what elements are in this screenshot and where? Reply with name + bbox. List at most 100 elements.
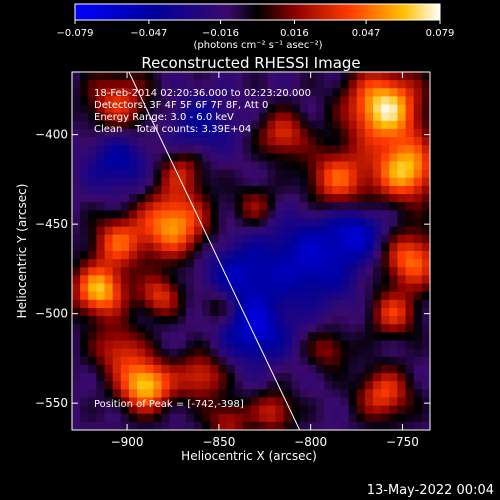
heatmap-cell <box>340 112 350 122</box>
heatmap-cell <box>421 413 430 423</box>
heatmap-cell <box>137 137 146 146</box>
heatmap-cell <box>356 120 366 130</box>
heatmap-cell <box>218 389 228 399</box>
heatmap-cell <box>145 161 154 171</box>
heatmap-cell <box>161 153 171 163</box>
heatmap-cell <box>267 259 277 268</box>
heatmap-cell <box>128 226 138 236</box>
heatmap-cell <box>128 242 138 252</box>
heatmap-cell <box>267 291 277 301</box>
heatmap-cell <box>153 364 163 374</box>
heatmap-cell <box>259 153 268 163</box>
y-axis-ticks: −400−450−500−550 <box>35 128 430 410</box>
heatmap-cell <box>397 405 407 415</box>
heatmap-cell <box>405 348 415 358</box>
heatmap-cell <box>80 226 89 236</box>
heatmap-cell <box>185 421 195 430</box>
heatmap-cell <box>307 161 317 171</box>
heatmap-cell <box>104 259 114 268</box>
heatmap-cell <box>356 421 366 430</box>
heatmap-cell <box>340 373 350 382</box>
heatmap-cell <box>421 210 430 220</box>
heatmap-cell <box>364 169 374 179</box>
heatmap-cell <box>324 348 333 358</box>
heatmap-cell <box>210 218 220 228</box>
heatmap-cell <box>356 405 366 415</box>
heatmap-cell <box>153 202 163 211</box>
heatmap-cell <box>251 299 260 309</box>
heatmap-cell <box>137 316 146 325</box>
heatmap-cell <box>88 96 98 106</box>
heatmap-cell <box>169 364 179 374</box>
heatmap-cell <box>169 234 179 244</box>
heatmap-cell <box>234 267 244 277</box>
heatmap-cell <box>145 332 154 342</box>
heatmap-cell <box>177 340 187 350</box>
colorbar-ticks: −0.079 −0.047 −0.016 0.016 0.047 0.079 <box>56 20 454 39</box>
heatmap-cell <box>316 218 325 228</box>
heatmap-cell <box>381 316 390 325</box>
heatmap-cell <box>405 389 415 399</box>
heatmap-cell <box>307 259 317 268</box>
heatmap-cell <box>169 275 179 285</box>
heatmap-cell <box>332 112 342 122</box>
heatmap-cell <box>177 96 187 106</box>
heatmap-cell <box>169 421 179 430</box>
heatmap-cell <box>413 332 423 342</box>
heatmap-cell <box>413 202 423 211</box>
heatmap-cell <box>161 88 171 98</box>
heatmap-cell <box>210 356 220 366</box>
heatmap-cell <box>96 356 106 366</box>
heatmap-cell <box>356 259 366 268</box>
heatmap-cell <box>80 356 89 366</box>
heatmap-cell <box>210 177 220 187</box>
heatmap-cell <box>251 104 260 114</box>
heatmap-cell <box>299 185 309 195</box>
heatmap-cell <box>356 226 366 236</box>
heatmap-cell <box>259 275 268 285</box>
heatmap-cell <box>283 364 293 374</box>
heatmap-cell <box>413 153 423 163</box>
heatmap-cell <box>137 405 146 415</box>
heatmap-cell <box>242 112 252 122</box>
heatmap-cell <box>291 364 301 374</box>
heatmap-cell <box>137 291 146 301</box>
heatmap-cell <box>373 96 382 106</box>
heatmap-cell <box>112 413 122 423</box>
heatmap-cell <box>226 373 236 382</box>
heatmap-cell <box>202 373 211 382</box>
heatmap-cell <box>96 120 106 130</box>
heatmap-cell <box>332 316 342 325</box>
heatmap-cell <box>96 88 106 98</box>
heatmap-cell <box>251 153 260 163</box>
heatmap-cell <box>421 405 430 415</box>
heatmap-cell <box>210 112 220 122</box>
heatmap-cell <box>185 299 195 309</box>
heatmap-cell <box>340 210 350 220</box>
heatmap-cell <box>251 226 260 236</box>
heatmap-cell <box>72 234 81 244</box>
heatmap-cell <box>153 161 163 171</box>
heatmap-cell <box>210 72 220 81</box>
heatmap-cell <box>405 128 415 138</box>
heatmap-cell <box>80 96 89 106</box>
heatmap-cell <box>405 153 415 163</box>
heatmap-cell <box>226 104 236 114</box>
heatmap-cell <box>405 185 415 195</box>
heatmap-cell <box>291 185 301 195</box>
heatmap-cell <box>251 234 260 244</box>
heatmap-cell <box>234 307 244 317</box>
heatmap-cell <box>72 202 81 211</box>
heatmap-cell <box>397 283 407 293</box>
heatmap-cell <box>80 202 89 211</box>
heatmap-cell <box>267 210 277 220</box>
heatmap-cell <box>324 299 333 309</box>
heatmap-cell <box>364 364 374 374</box>
heatmap-cell <box>389 210 399 220</box>
heatmap-cell <box>153 283 163 293</box>
heatmap-cell <box>72 80 81 89</box>
heatmap-cell <box>137 340 146 350</box>
heatmap-cell <box>210 242 220 252</box>
heatmap-cell <box>120 405 130 415</box>
heatmap-cell <box>169 185 179 195</box>
